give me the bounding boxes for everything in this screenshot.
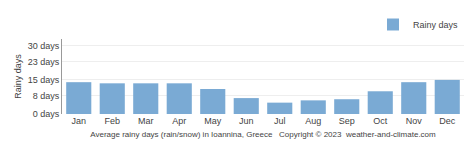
svg-text:May: May xyxy=(204,116,222,126)
svg-text:Rainy days: Rainy days xyxy=(13,54,23,99)
svg-text:15 days: 15 days xyxy=(28,75,60,85)
svg-text:23 days: 23 days xyxy=(28,57,60,67)
svg-text:Average rainy days (rain/snow): Average rainy days (rain/snow) in Ioanni… xyxy=(90,130,436,139)
svg-text:Oct: Oct xyxy=(373,116,388,126)
svg-text:Jun: Jun xyxy=(239,116,254,126)
svg-text:Jul: Jul xyxy=(274,116,286,126)
svg-text:Dec: Dec xyxy=(439,116,456,126)
svg-text:Nov: Nov xyxy=(406,116,423,126)
svg-text:Sep: Sep xyxy=(339,116,355,126)
svg-text:0 days: 0 days xyxy=(33,109,60,119)
svg-text:Aug: Aug xyxy=(305,116,321,126)
svg-text:Apr: Apr xyxy=(172,116,186,126)
svg-text:Jan: Jan xyxy=(71,116,86,126)
svg-text:30 days: 30 days xyxy=(28,41,60,51)
svg-text:8 days: 8 days xyxy=(33,91,60,101)
svg-text:Rainy days: Rainy days xyxy=(413,20,458,30)
svg-text:Feb: Feb xyxy=(104,116,120,126)
svg-text:Mar: Mar xyxy=(138,116,154,126)
